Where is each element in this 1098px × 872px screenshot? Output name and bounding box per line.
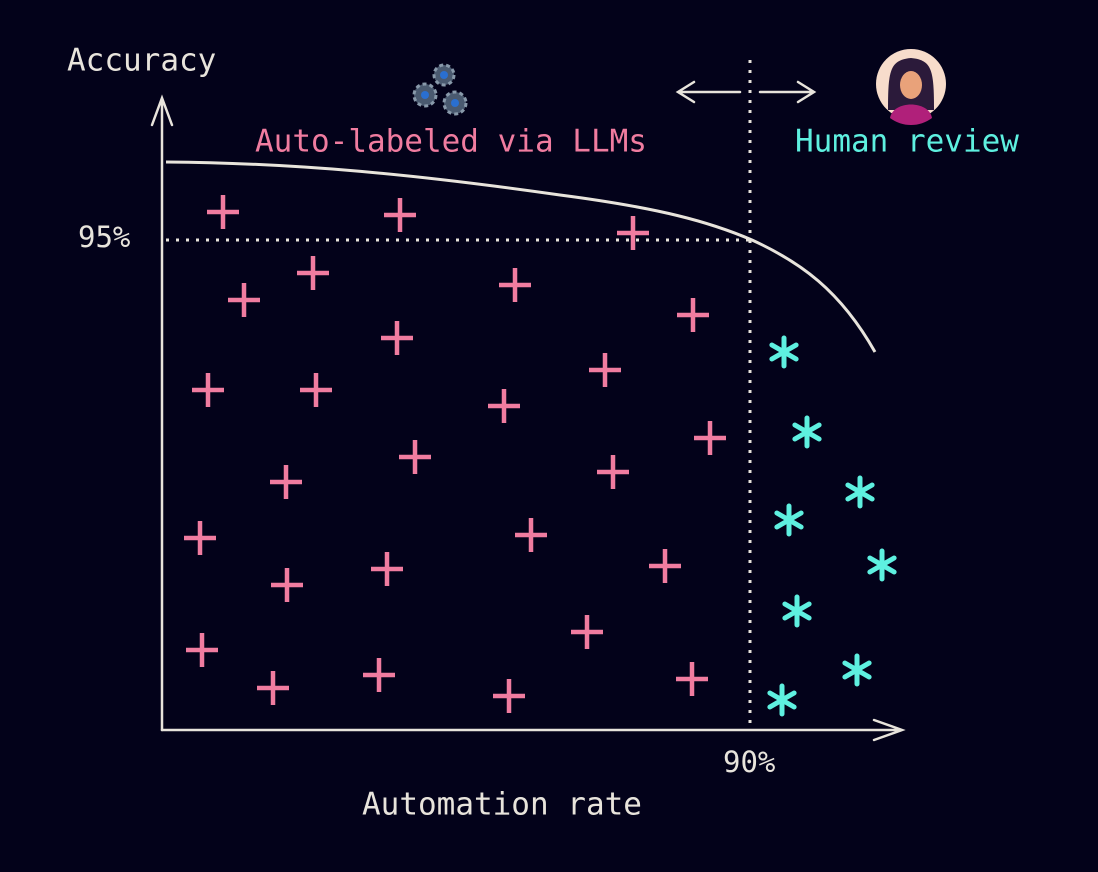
auto-label-point: [192, 373, 224, 407]
x-axis-label: Automation rate: [362, 787, 642, 823]
right-arrow: [758, 80, 817, 104]
split-arrows: [675, 80, 817, 104]
auto-label-point: [363, 658, 395, 692]
auto-label-point: [381, 321, 413, 355]
axes: [150, 94, 906, 742]
human-review-point: [782, 594, 812, 628]
human-region-label: Human review: [795, 124, 1019, 160]
auto-label-point: [677, 298, 709, 332]
auto-label-point: [571, 615, 603, 649]
human-review-point: [774, 503, 804, 537]
auto-label-point: [270, 465, 302, 499]
human-review-point: [792, 415, 822, 449]
x-threshold-label: 90%: [723, 745, 775, 779]
auto-label-point: [207, 195, 239, 229]
auto-label-point: [617, 216, 649, 250]
auto-label-point: [676, 662, 708, 696]
accuracy-curve: [165, 160, 877, 353]
gears-icon: [412, 63, 468, 116]
y-threshold-label: 95%: [78, 220, 130, 254]
person-avatar: [876, 49, 946, 126]
auto-label-point: [488, 389, 520, 423]
auto-label-point: [300, 373, 332, 407]
auto-label-point: [384, 198, 416, 232]
auto-label-point: [184, 521, 216, 555]
human-review-point: [769, 335, 799, 369]
auto-label-point: [694, 421, 726, 455]
auto-label-point: [186, 633, 218, 667]
auto-label-point: [297, 256, 329, 290]
x-axis: [160, 718, 906, 742]
y-axis-label: Accuracy: [67, 43, 216, 79]
human-review-point: [845, 475, 875, 509]
y-axis: [150, 94, 174, 732]
auto-label-point: [257, 671, 289, 705]
auto-label-point: [493, 679, 525, 713]
auto-label-point: [499, 268, 531, 302]
human-review-point: [842, 653, 872, 687]
auto-label-point: [271, 568, 303, 602]
auto-label-point: [228, 283, 260, 317]
human-review-point: [767, 683, 797, 717]
left-arrow: [675, 80, 742, 104]
auto-label-point: [589, 353, 621, 387]
auto-label-point: [399, 440, 431, 474]
marks: [184, 195, 897, 717]
auto-label-point: [371, 552, 403, 586]
auto-label-point: [649, 549, 681, 583]
auto-label-point: [597, 455, 629, 489]
auto-region-label: Auto-labeled via LLMs: [255, 124, 647, 160]
auto-label-point: [515, 518, 547, 552]
human-review-point: [867, 548, 897, 582]
